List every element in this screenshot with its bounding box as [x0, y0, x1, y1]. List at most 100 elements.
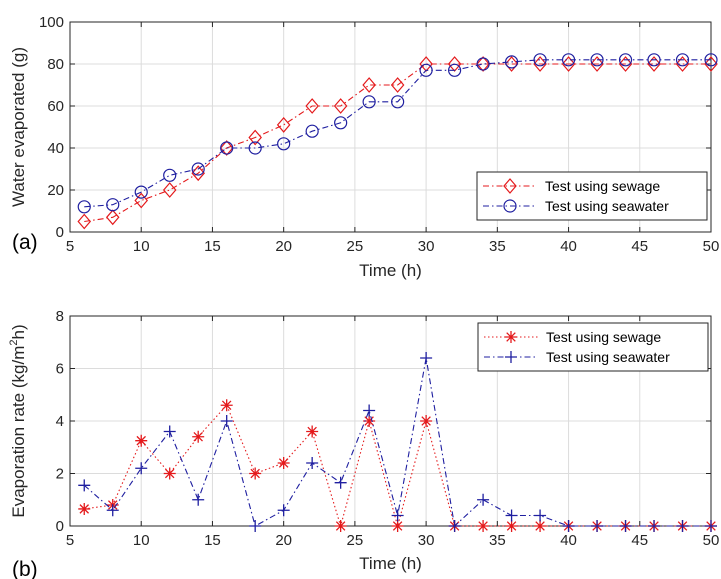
data-point	[618, 56, 633, 72]
series-sewage	[77, 56, 718, 230]
x-tick-label: 35	[489, 238, 506, 255]
data-point	[163, 168, 177, 182]
data-point	[647, 56, 661, 72]
x-tick-label: 25	[347, 238, 364, 255]
legend: Test using sewage Test using seawater	[477, 322, 709, 372]
data-point	[676, 520, 689, 532]
data-point	[305, 124, 319, 138]
data-point	[77, 213, 92, 230]
data-point	[447, 56, 462, 72]
y-tick-label: 2	[56, 466, 64, 483]
y-axis-label: Water evaporated (g)	[9, 47, 28, 207]
data-point	[192, 493, 205, 506]
data-point	[220, 141, 234, 155]
y-tick-label: 20	[47, 182, 64, 199]
x-tick-label: 50	[703, 238, 720, 255]
data-point	[106, 504, 119, 517]
x-tick-label: 40	[560, 532, 577, 549]
data-point	[305, 98, 319, 114]
data-point	[419, 63, 433, 77]
panel-label: (a)	[12, 231, 38, 254]
x-tick-label: 10	[133, 238, 150, 255]
y-tick-label: 6	[56, 361, 64, 378]
data-point	[277, 457, 290, 469]
data-point	[675, 53, 690, 67]
y-tick-label: 100	[39, 14, 64, 31]
x-tick-label: 45	[631, 238, 648, 255]
data-point	[134, 185, 148, 199]
data-point	[448, 520, 461, 532]
x-tick-label: 5	[66, 532, 74, 549]
legend-label: Test using seawater	[546, 349, 670, 365]
data-point	[248, 129, 262, 146]
y-tick-label: 60	[47, 98, 64, 115]
series-line	[84, 59, 711, 208]
data-point	[191, 165, 205, 182]
y-tick-label: 0	[56, 518, 64, 535]
data-point	[78, 479, 91, 492]
data-point	[420, 415, 433, 427]
data-point	[334, 116, 348, 130]
data-point	[534, 509, 547, 522]
data-point	[277, 504, 290, 517]
y-tick-label: 0	[56, 224, 64, 241]
data-point	[363, 415, 376, 427]
data-point	[561, 53, 576, 67]
data-point	[591, 520, 604, 532]
y-tick-label: 40	[47, 140, 64, 157]
x-tick-label: 15	[204, 532, 221, 549]
series-line	[84, 63, 711, 223]
data-point	[249, 467, 262, 480]
data-point	[306, 457, 319, 469]
y-tick-label: 4	[56, 413, 64, 430]
data-point	[306, 425, 319, 438]
panel-a-chart: 5 10 15 20 25 30 35 40 45 50 0 20 40 60 80 100 Time (h) W…	[9, 14, 719, 280]
data-point	[363, 404, 376, 417]
data-point	[362, 77, 376, 93]
legend-label: Test using sewage	[545, 178, 660, 194]
data-point	[334, 520, 347, 532]
data-point	[163, 425, 176, 438]
data-point	[277, 137, 291, 151]
data-point	[534, 520, 547, 532]
x-tick-label: 15	[204, 238, 221, 255]
data-point	[505, 520, 518, 532]
data-point	[561, 56, 576, 72]
y-axis-label-part: h)	[9, 324, 28, 339]
x-axis-label: Time (h)	[359, 261, 422, 280]
data-point	[391, 520, 404, 532]
x-tick-label: 30	[418, 238, 435, 255]
data-point	[220, 399, 233, 412]
data-point	[590, 56, 604, 72]
legend-box	[476, 171, 708, 221]
data-point	[390, 77, 405, 93]
y-tick-label: 80	[47, 56, 64, 73]
x-tick-label: 50	[703, 532, 720, 549]
data-point	[163, 467, 176, 480]
data-point	[135, 434, 148, 447]
axes-box	[69, 21, 712, 233]
data-point	[77, 200, 91, 214]
data-point	[619, 520, 632, 532]
series-seawater	[78, 352, 717, 532]
data-point	[705, 520, 717, 532]
data-point	[276, 116, 291, 133]
data-point	[391, 509, 404, 522]
y-tick-label: 8	[56, 308, 64, 325]
panel-b-chart: 5 10 15 20 25 30 35 40 45 50 0 2 4 6 8 Time (h) Evaporat…	[8, 308, 719, 579]
legend-box	[477, 322, 709, 372]
data-point	[590, 53, 604, 67]
legend: Test using sewage Test using seawater	[476, 171, 708, 221]
data-point	[191, 162, 205, 176]
data-point	[249, 520, 262, 532]
x-tick-label: 30	[418, 532, 435, 549]
series-seawater	[77, 53, 718, 214]
legend-label: Test using seawater	[545, 198, 669, 214]
data-point	[448, 63, 462, 77]
legend-label: Test using sewage	[546, 329, 661, 345]
x-tick-label: 20	[275, 532, 292, 549]
data-point	[105, 209, 120, 226]
y-axis-label-part: Evaporation rate (kg/m	[9, 346, 28, 518]
data-point	[219, 140, 234, 156]
data-point	[134, 192, 149, 209]
